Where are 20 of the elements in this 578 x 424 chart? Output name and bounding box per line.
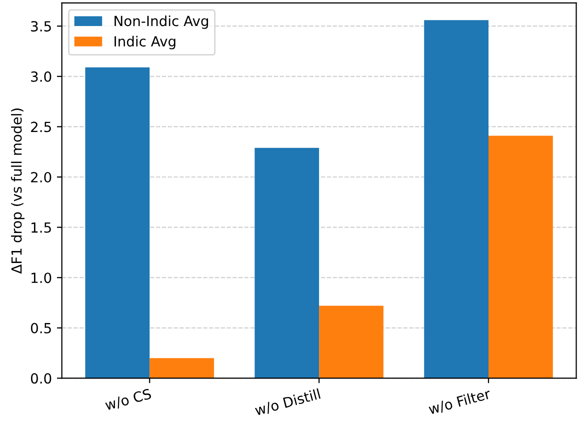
legend-label: Indic Avg (114, 36, 176, 50)
bar (424, 20, 488, 378)
y-tick-label: 0.5 (30, 322, 51, 334)
y-tick-label: 0.0 (30, 373, 52, 384)
bar (319, 306, 384, 378)
bar (254, 148, 320, 378)
y-tick-label: 1.0 (32, 272, 52, 284)
y-tick-label: 2.5 (31, 122, 51, 132)
bar (488, 136, 553, 378)
y-tick-label: 3.5 (31, 21, 51, 32)
y-axis-title: ΔF1 drop (vs full model) (11, 108, 24, 274)
y-tick-label: 3.0 (31, 71, 52, 82)
x-tick-label: w/o Distill (254, 388, 321, 417)
x-tick-label: w/o Filter (428, 388, 492, 416)
y-tick-label: 1.5 (32, 222, 51, 233)
bar (85, 67, 150, 378)
legend-label: Non-Indic Avg (114, 15, 208, 29)
x-tick-label: w/o CS (104, 388, 152, 412)
y-tick-label: 2.0 (31, 172, 52, 182)
bar (150, 358, 214, 378)
